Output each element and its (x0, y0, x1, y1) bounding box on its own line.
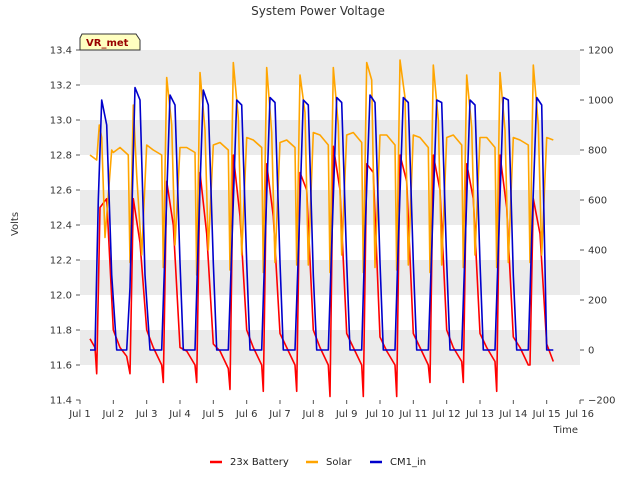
y-right-tick-label: 1000 (588, 96, 613, 107)
y-left-tick-label: 11.4 (50, 396, 72, 407)
legend-label: Solar (326, 457, 352, 468)
y-left-tick-label: 13.0 (50, 116, 72, 127)
y-left-tick-label: 12.6 (50, 186, 72, 197)
badge: VR_met (79, 33, 141, 51)
y-right-tick-label: 200 (588, 296, 607, 307)
x-tick-label: Jul 2 (102, 409, 125, 420)
series-layer (89, 59, 555, 398)
y-right-tick-label: 800 (588, 146, 607, 157)
x-tick-label: Jul 6 (235, 409, 258, 420)
y-right-tick-label: 400 (588, 246, 607, 257)
chart-title: System Power Voltage (251, 4, 385, 18)
x-tick-label: Jul 5 (202, 409, 225, 420)
grid-band (80, 85, 580, 120)
y-left-tick-label: 12.4 (50, 221, 72, 232)
y-right-tick-label: 0 (588, 346, 594, 357)
legend-label: CM1_in (390, 457, 426, 468)
x-tick-label: Jul 4 (168, 409, 191, 420)
legend: 23x Battery Solar CM1_in (210, 457, 426, 468)
y-left-tick-label: 12.8 (50, 151, 72, 162)
series-line-2 (90, 86, 554, 351)
x-axis-title: Time (553, 425, 578, 436)
y-right-tick-label: 600 (588, 196, 607, 207)
y-right-tick-label: 1200 (588, 46, 613, 57)
y-left-tick-label: 13.4 (50, 46, 72, 57)
x-tick-label: Jul 15 (532, 409, 561, 420)
x-tick-label: Jul 8 (302, 409, 325, 420)
x-tick-label: Jul 1 (68, 409, 91, 420)
x-tick-label: Jul 10 (365, 409, 394, 420)
x-tick-label: Jul 3 (135, 409, 158, 420)
x-tick-label: Jul 12 (432, 409, 461, 420)
badge-box (79, 33, 141, 51)
grid-band (80, 155, 580, 190)
y-right-tick-label: −200 (588, 396, 615, 407)
x-tick-label: Jul 14 (498, 409, 527, 420)
y-left-tick-label: 13.2 (50, 81, 72, 92)
x-tick-label: Jul 7 (268, 409, 291, 420)
legend-label: 23x Battery (230, 457, 289, 468)
x-tick-label: Jul 9 (335, 409, 358, 420)
series-line-1 (89, 59, 554, 276)
grid-band (80, 120, 580, 155)
y-axis-title: Volts (10, 212, 21, 236)
x-tick-label: Jul 16 (565, 409, 594, 420)
y-left-tick-label: 11.6 (50, 361, 72, 372)
x-tick-label: Jul 11 (398, 409, 427, 420)
y-left-tick-label: 12.0 (50, 291, 72, 302)
y-left-tick-label: 11.8 (50, 326, 72, 337)
grid-band (80, 50, 580, 85)
badge-label: VR_met (86, 38, 129, 49)
y-left-tick-label: 12.2 (50, 256, 72, 267)
x-tick-label: Jul 13 (465, 409, 494, 420)
axes-layer: 11.4 11.6 11.8 12.0 12.2 12.4 12.6 12.8 13.0 13.2… (50, 46, 616, 421)
